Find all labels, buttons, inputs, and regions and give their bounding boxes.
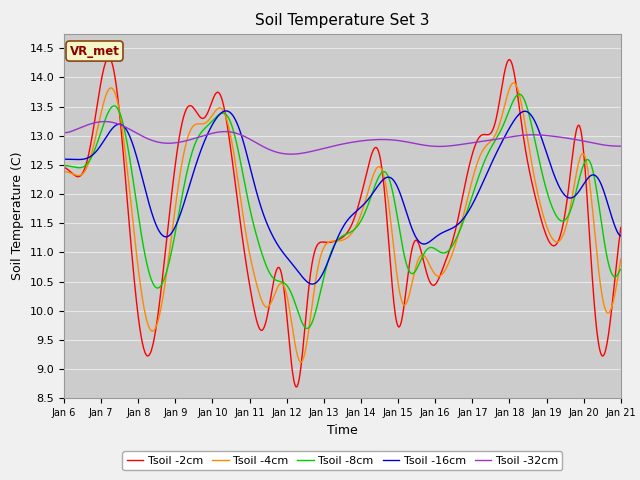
Tsoil -16cm [520, 108, 528, 114]
Tsoil -4cm [60, 168, 68, 174]
Tsoil -4cm [617, 256, 625, 262]
Tsoil -16cm [222, 108, 230, 114]
Y-axis label: Soil Temperature (C): Soil Temperature (C) [11, 152, 24, 280]
Tsoil -8cm [292, 303, 300, 309]
Line: Tsoil -8cm: Tsoil -8cm [64, 94, 621, 328]
Tsoil -2cm [293, 384, 301, 390]
Tsoil -16cm [617, 233, 625, 239]
Tsoil -2cm [105, 55, 113, 61]
Tsoil -8cm [515, 91, 523, 97]
Tsoil -2cm [568, 156, 576, 162]
Legend: Tsoil -2cm, Tsoil -4cm, Tsoil -8cm, Tsoil -16cm, Tsoil -32cm: Tsoil -2cm, Tsoil -4cm, Tsoil -8cm, Tsoi… [122, 451, 563, 470]
Tsoil -16cm [568, 195, 576, 201]
Tsoil -32cm [568, 136, 576, 142]
Tsoil -8cm [278, 279, 286, 285]
Tsoil -2cm [184, 105, 191, 110]
Tsoil -4cm [568, 195, 576, 201]
Title: Soil Temperature Set 3: Soil Temperature Set 3 [255, 13, 429, 28]
Text: VR_met: VR_met [70, 45, 120, 58]
Tsoil -16cm [292, 266, 300, 272]
Tsoil -2cm [617, 225, 625, 230]
Tsoil -32cm [617, 144, 625, 149]
Tsoil -32cm [520, 132, 528, 138]
X-axis label: Time: Time [327, 424, 358, 437]
Tsoil -2cm [429, 282, 436, 288]
Tsoil -4cm [297, 359, 305, 365]
Tsoil -16cm [60, 156, 68, 162]
Line: Tsoil -32cm: Tsoil -32cm [64, 121, 621, 154]
Tsoil -8cm [568, 203, 576, 209]
Tsoil -8cm [183, 169, 191, 175]
Tsoil -4cm [183, 137, 191, 143]
Tsoil -4cm [428, 267, 436, 273]
Tsoil -2cm [60, 164, 68, 170]
Tsoil -8cm [428, 245, 436, 251]
Tsoil -8cm [303, 325, 311, 331]
Tsoil -16cm [279, 250, 287, 255]
Tsoil -16cm [308, 281, 316, 287]
Tsoil -4cm [292, 346, 300, 352]
Tsoil -4cm [510, 80, 518, 86]
Line: Tsoil -16cm: Tsoil -16cm [64, 111, 621, 284]
Tsoil -4cm [520, 116, 528, 121]
Tsoil -8cm [520, 96, 528, 102]
Tsoil -16cm [429, 237, 436, 242]
Tsoil -8cm [60, 163, 68, 168]
Line: Tsoil -2cm: Tsoil -2cm [64, 58, 621, 387]
Tsoil -32cm [429, 144, 436, 149]
Tsoil -32cm [279, 151, 287, 156]
Tsoil -16cm [183, 191, 191, 197]
Tsoil -32cm [293, 151, 301, 157]
Tsoil -8cm [617, 266, 625, 272]
Line: Tsoil -4cm: Tsoil -4cm [64, 83, 621, 362]
Tsoil -2cm [279, 278, 287, 284]
Tsoil -32cm [184, 138, 191, 144]
Tsoil -32cm [100, 119, 108, 124]
Tsoil -2cm [520, 139, 528, 144]
Tsoil -32cm [287, 151, 295, 157]
Tsoil -2cm [292, 384, 300, 390]
Tsoil -32cm [60, 130, 68, 136]
Tsoil -4cm [278, 281, 286, 287]
